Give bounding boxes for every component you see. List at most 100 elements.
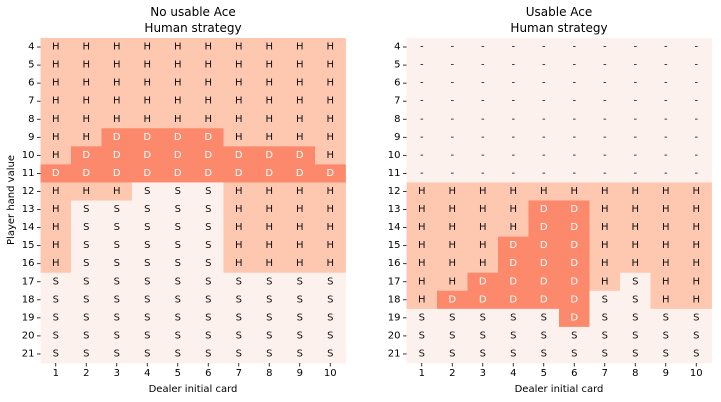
heatmap-cell-label: H (143, 78, 151, 89)
heatmap-cell-label: - (481, 168, 485, 179)
heatmap-cell (528, 272, 560, 292)
heatmap-cell (589, 74, 621, 93)
heatmap-cell-label: H (570, 186, 578, 197)
heatmap-cell-label: S (480, 348, 486, 359)
heatmap-cell-label: - (450, 132, 454, 143)
heatmap-cell-label: H (235, 132, 243, 143)
heatmap-cell-label: H (113, 60, 121, 71)
heatmap-cell-label: H (82, 78, 90, 89)
heatmap-cell (315, 326, 346, 346)
heatmap-cell (71, 236, 102, 256)
heatmap-cell (193, 110, 224, 129)
heatmap-cell (681, 272, 712, 292)
heatmap-cell-label: D (540, 204, 548, 215)
heatmap-cell-label: S (205, 312, 211, 323)
heatmap-cell-label: H (601, 186, 609, 197)
heatmap-cell (467, 236, 499, 256)
heatmap-cell-label: H (479, 204, 487, 215)
heatmap-cell-label: H (113, 96, 121, 107)
heatmap-cell (132, 218, 163, 238)
heatmap-cell (559, 254, 590, 274)
heatmap-cell-label: H (296, 114, 304, 125)
heatmap-cell-label: S (175, 186, 181, 197)
heatmap-cell-label: S (297, 312, 303, 323)
heatmap-cell (254, 146, 285, 165)
heatmap-cell (498, 326, 529, 346)
heatmap-cell-label: H (265, 96, 273, 107)
y-tick-label: 15 (22, 240, 35, 251)
heatmap-cell (284, 110, 316, 129)
heatmap-cell (71, 182, 102, 201)
heatmap-cell-label: H (296, 222, 304, 233)
heatmap-cell-label: - (511, 132, 515, 143)
heatmap-cell-label: H (82, 186, 90, 197)
heatmap-cell-label: S (510, 348, 516, 359)
heatmap-cell (589, 56, 621, 75)
heatmap-cell-label: H (265, 60, 273, 71)
heatmap-cell (162, 290, 194, 310)
heatmap-cell (467, 200, 499, 219)
y-tick-label: 5 (28, 60, 34, 71)
heatmap-cell (315, 308, 346, 328)
heatmap-cell (467, 146, 499, 165)
heatmap-cell (101, 56, 133, 75)
heatmap-cell (71, 200, 102, 219)
x-tick-label: 9 (297, 368, 303, 379)
heatmap-cell-label: H (631, 258, 639, 269)
heatmap-cell (620, 218, 651, 238)
heatmap-cell-label: H (326, 60, 334, 71)
heatmap-cell-label: H (479, 222, 487, 233)
heatmap-cell-label: S (632, 348, 638, 359)
heatmap-cell (620, 308, 651, 328)
heatmap-cell (650, 272, 682, 292)
chart-title-line1: Usable Ace (526, 5, 593, 19)
heatmap-cell-label: H (52, 60, 60, 71)
heatmap-cell (193, 182, 224, 201)
heatmap-cell-label: S (266, 312, 272, 323)
heatmap-cell (162, 236, 194, 256)
heatmap-cell-label: D (509, 294, 517, 305)
heatmap-cell-label: - (542, 132, 546, 143)
heatmap-cell-label: H (52, 150, 60, 161)
heatmap-cell-label: H (235, 186, 243, 197)
heatmap-cell-label: H (601, 276, 609, 287)
heatmap-cell (132, 254, 163, 274)
heatmap-cell (681, 38, 712, 57)
heatmap-cell-label: S (693, 330, 699, 341)
heatmap-cell-label: H (174, 114, 182, 125)
heatmap-cell (589, 38, 621, 57)
heatmap-cell-label: S (541, 348, 547, 359)
heatmap-cell-label: - (420, 168, 424, 179)
heatmap-cell-label: D (143, 132, 151, 143)
heatmap-cell-label: S (83, 312, 89, 323)
heatmap-cell (193, 326, 224, 346)
heatmap-cell (101, 344, 133, 364)
heatmap-cell (437, 182, 468, 201)
heatmap-cell-label: - (664, 150, 668, 161)
x-tick-label: 7 (602, 368, 608, 379)
heatmap-cell (284, 56, 316, 75)
heatmap-cell-label: D (113, 150, 121, 161)
heatmap-cell-label: S (53, 294, 59, 305)
y-tick-label: 8 (28, 114, 34, 125)
heatmap-cell (101, 92, 133, 111)
heatmap-cell (559, 218, 590, 238)
heatmap-cell-label: S (571, 330, 577, 341)
heatmap-cell-label: - (420, 78, 424, 89)
heatmap-cell (254, 308, 285, 328)
heatmap-cell (589, 290, 621, 310)
heatmap-cell (223, 182, 255, 201)
heatmap-cell-label: H (52, 132, 60, 143)
heatmap-cell (193, 290, 224, 310)
heatmap-cell (620, 92, 651, 111)
heatmap-cell (315, 110, 346, 129)
heatmap-cell (132, 326, 163, 346)
heatmap-cell (528, 218, 560, 238)
heatmap-cell (101, 164, 133, 183)
heatmap-cell-label: S (632, 330, 638, 341)
y-tick-label: 7 (394, 96, 400, 107)
heatmap-cell (467, 308, 499, 328)
heatmap-cell (498, 236, 529, 256)
heatmap-cell-label: H (143, 60, 151, 71)
